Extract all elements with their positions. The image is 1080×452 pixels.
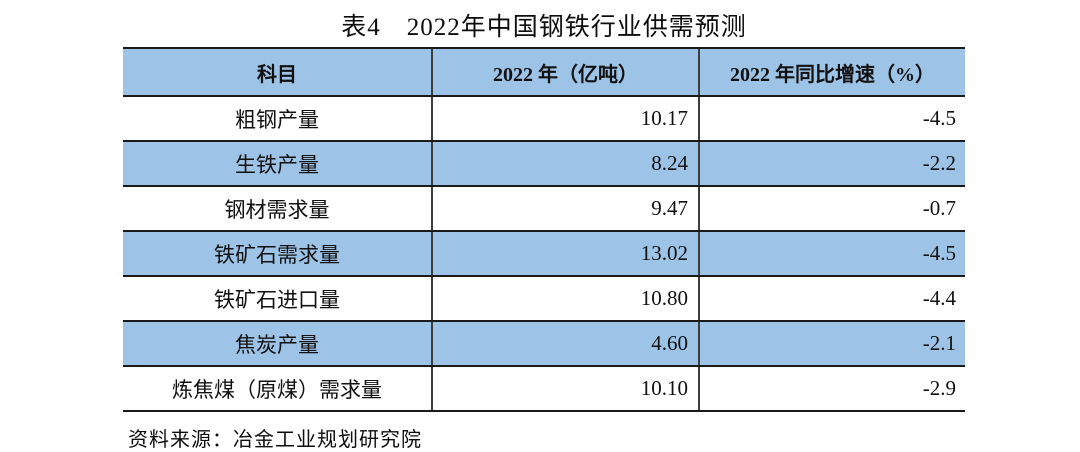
table-title: 表4 2022年中国钢铁行业供需预测	[341, 14, 747, 41]
row-value: 13.02	[433, 232, 700, 275]
table-header-row: 科目 2022 年（亿吨） 2022 年同比增速（%）	[123, 49, 965, 97]
row-item-label: 粗钢产量	[123, 97, 433, 140]
data-source-note: 资料来源：冶金工业规划研究院	[128, 429, 422, 451]
row-value: 4.60	[433, 322, 700, 365]
row-growth: -0.7	[922, 196, 956, 220]
row-item-label: 生铁产量	[123, 142, 433, 185]
column-header-item: 科目	[123, 49, 433, 95]
row-growth: -4.5	[922, 106, 956, 130]
table-row: 焦炭产量 4.60 -2.1	[123, 322, 965, 367]
row-value: 10.80	[433, 277, 700, 320]
table-row: 炼焦煤（原煤）需求量 10.10 -2.9	[123, 367, 965, 412]
row-item-label: 钢材需求量	[123, 187, 433, 230]
row-value: 9.47	[433, 187, 700, 230]
row-growth: -4.4	[922, 286, 956, 310]
table-row: 生铁产量 8.24 -2.2	[123, 142, 965, 187]
row-item-label: 铁矿石需求量	[123, 232, 433, 275]
row-growth: -2.2	[922, 151, 956, 175]
row-value: 10.10	[433, 367, 700, 410]
table-row: 粗钢产量 10.17 -4.5	[123, 97, 965, 142]
row-growth: -4.5	[922, 241, 956, 265]
row-item-label: 焦炭产量	[123, 322, 433, 365]
row-growth: -2.1	[922, 331, 956, 355]
column-header-yoy-growth: 2022 年同比增速（%）	[730, 63, 935, 86]
column-header-2022-value: 2022 年（亿吨）	[433, 49, 700, 95]
table-row: 钢材需求量 9.47 -0.7	[123, 187, 965, 232]
table-row: 铁矿石进口量 10.80 -4.4	[123, 277, 965, 322]
row-item-label: 铁矿石进口量	[123, 277, 433, 320]
row-value: 10.17	[433, 97, 700, 140]
row-growth: -2.9	[922, 376, 956, 400]
row-item-label: 炼焦煤（原煤）需求量	[123, 367, 433, 410]
table-row: 铁矿石需求量 13.02 -4.5	[123, 232, 965, 277]
supply-demand-forecast-table: 科目 2022 年（亿吨） 2022 年同比增速（%） 粗钢产量 10.17 -…	[123, 47, 965, 412]
row-value: 8.24	[433, 142, 700, 185]
